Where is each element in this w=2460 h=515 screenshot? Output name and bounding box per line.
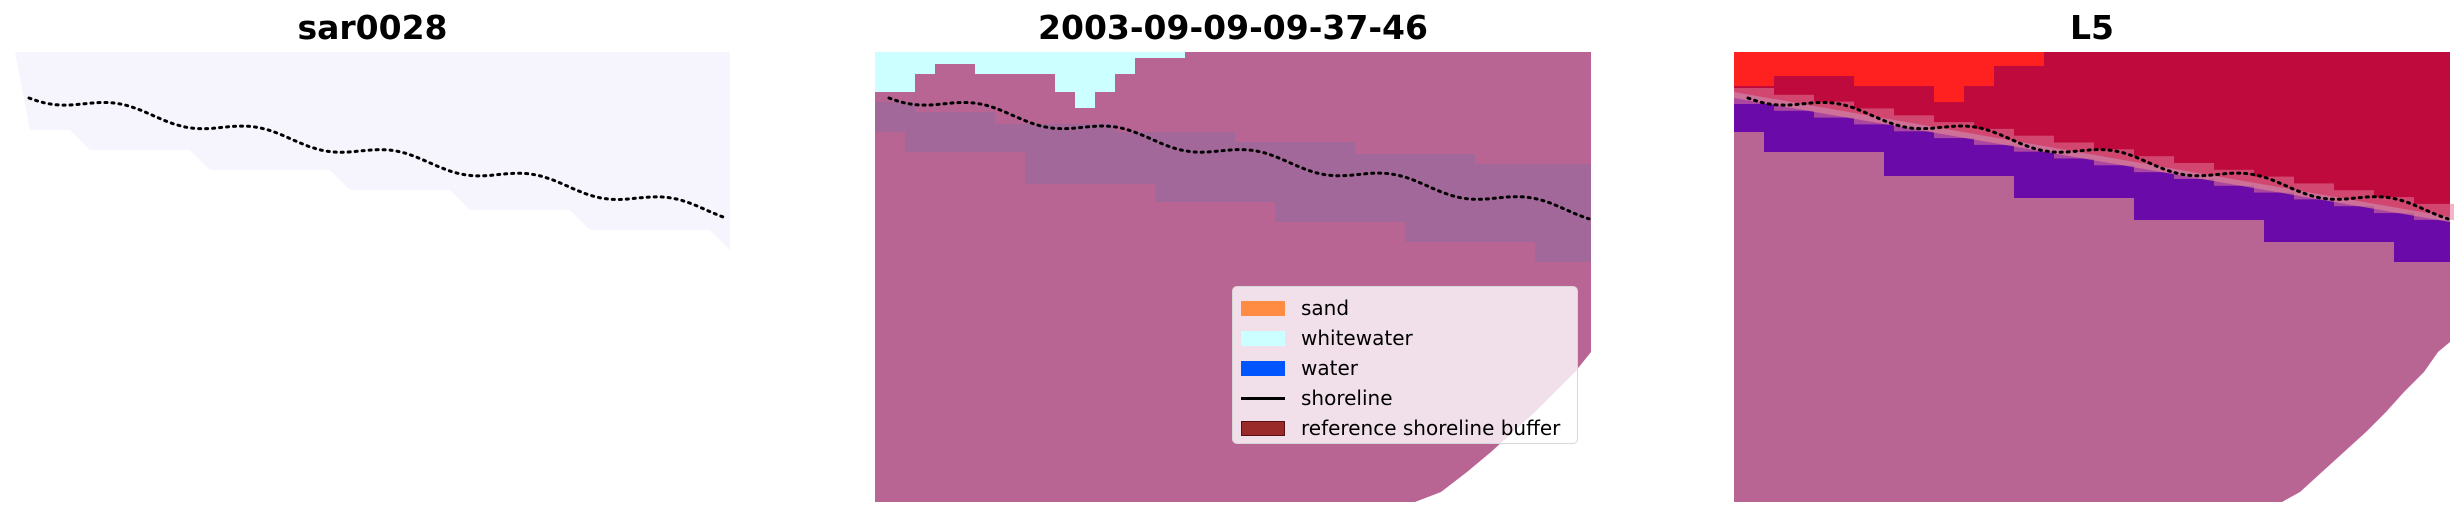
- legend-label: sand: [1301, 296, 1350, 320]
- transition-cell: [1774, 94, 1814, 111]
- transition-cell: [2294, 183, 2334, 200]
- shoreline-dotted-line: [1746, 96, 2450, 221]
- legend-line-swatch: [1241, 396, 1285, 400]
- legend-patch-swatch: [1241, 330, 1285, 346]
- legend-label: shoreline: [1301, 386, 1393, 410]
- legend: sand whitewater water shoreline reference sh…: [1232, 286, 1578, 444]
- shoreline-dotted-line: [27, 96, 727, 220]
- panel-3-probability-image: [1734, 52, 2454, 502]
- whitewater-region: [875, 52, 1185, 108]
- legend-patch-swatch: [1241, 420, 1285, 436]
- transition-cell: [1734, 88, 1774, 104]
- transition-cell: [1974, 128, 2014, 145]
- legend-patch-swatch: [1241, 360, 1285, 376]
- transition-cell: [2414, 203, 2454, 220]
- legend-label: reference shoreline buffer: [1301, 416, 1561, 440]
- no-data-region: [2282, 52, 2450, 502]
- legend-label: water: [1301, 356, 1358, 380]
- transition-cell: [2254, 176, 2294, 193]
- high-probability-patch: [1734, 52, 2044, 102]
- panel-2-title: 2003-09-09-09-37-46: [1038, 8, 1428, 47]
- transition-cell: [1934, 122, 1974, 139]
- legend-entry: whitewater: [1241, 323, 1569, 353]
- transition-cell: [2174, 163, 2214, 179]
- land-probability-region: [1734, 52, 2450, 217]
- panel-3-title: L5: [2070, 8, 2114, 47]
- transition-cell: [2014, 135, 2054, 152]
- legend-patch-swatch: [1241, 300, 1285, 316]
- no-data-region: [1415, 52, 1591, 502]
- legend-entry: reference shoreline buffer: [1241, 413, 1569, 443]
- legend-entry: shoreline: [1241, 383, 1569, 413]
- water-probability-band: [1734, 98, 2450, 262]
- legend-label: whitewater: [1301, 326, 1413, 350]
- transition-cell: [2214, 169, 2254, 186]
- reference-buffer-band: [875, 102, 1591, 262]
- transition-cell: [2094, 149, 2134, 166]
- shoreline-dotted-line: [887, 96, 1591, 221]
- panel-1-sar-image: [15, 52, 730, 250]
- panel-1-title: sar0028: [297, 8, 448, 47]
- legend-entry: sand: [1241, 293, 1569, 323]
- legend-entry: water: [1241, 353, 1569, 383]
- sar-image-region: [15, 52, 730, 250]
